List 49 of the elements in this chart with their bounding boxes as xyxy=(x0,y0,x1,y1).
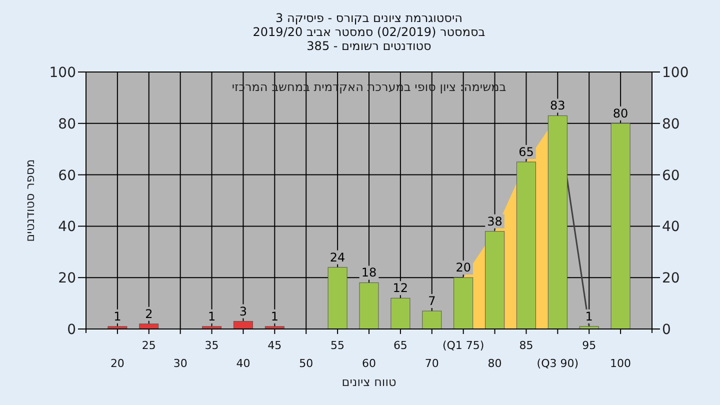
chart-title: היסטוגרמת ציונים בקורס - פיסיקה 3 xyxy=(276,11,462,25)
data-label: 1 xyxy=(270,309,278,324)
y2-tick-label: 40 xyxy=(662,219,680,236)
data-label: 1 xyxy=(208,309,216,324)
x-tick-label: 95 xyxy=(582,339,596,352)
data-label: 1 xyxy=(114,309,122,324)
data-label: 7 xyxy=(428,294,436,308)
y-tick-label: 40 xyxy=(58,219,76,236)
x-tick-label: (Q1 75) xyxy=(442,339,484,352)
x-tick-label: 85 xyxy=(519,339,534,352)
x-tick-label: 25 xyxy=(142,339,156,352)
x-tick-label: (Q3 90) xyxy=(536,357,579,370)
x-tick-label: 60 xyxy=(362,357,376,370)
data-label: 18 xyxy=(361,266,377,280)
x-tick-label: 70 xyxy=(424,357,439,370)
x-axis-title: טווח ציונים xyxy=(342,375,396,389)
y2-tick-label: 60 xyxy=(662,168,680,184)
data-label: 80 xyxy=(612,106,628,120)
y-tick-label: 80 xyxy=(58,116,76,132)
x-tick-label: 65 xyxy=(393,339,408,352)
x-tick-label: 20 xyxy=(110,357,124,370)
y-tick-label: 60 xyxy=(58,168,76,184)
data-label: 38 xyxy=(487,214,502,228)
x-tick-label: 55 xyxy=(330,339,345,352)
data-label: 12 xyxy=(392,281,408,296)
y-tick-label: 20 xyxy=(58,270,76,287)
x-tick-label: 100 xyxy=(610,357,632,370)
data-label: 20 xyxy=(456,260,471,275)
data-label: 83 xyxy=(550,98,566,113)
text: סטודנטים רשומים - 385 xyxy=(306,39,432,53)
y2-tick-label: 80 xyxy=(662,116,680,132)
y-axis-title: מספר סטודנטים xyxy=(23,159,37,242)
y2-tick-label: 100 xyxy=(662,65,689,81)
x-tick-label: 40 xyxy=(236,357,250,370)
x-tick-label: 80 xyxy=(488,357,502,370)
data-label: 65 xyxy=(518,144,534,159)
x-tick-label: 45 xyxy=(268,339,282,352)
data-label: 2 xyxy=(145,306,153,321)
data-label: 3 xyxy=(239,304,248,318)
y-tick-label: 0 xyxy=(67,322,76,338)
data-label: 24 xyxy=(330,250,346,264)
y-tick-label: 100 xyxy=(49,65,76,81)
y2-tick-label: 0 xyxy=(662,322,671,338)
data-label: 1 xyxy=(585,309,593,324)
x-tick-label: 35 xyxy=(204,339,219,352)
text: בסמסטר (02/2019) סמסטר אביב 2019/20 xyxy=(252,25,486,39)
x-tick-label: 30 xyxy=(173,357,188,370)
x-tick-label: 50 xyxy=(299,357,314,370)
y2-tick-label: 20 xyxy=(662,270,680,287)
